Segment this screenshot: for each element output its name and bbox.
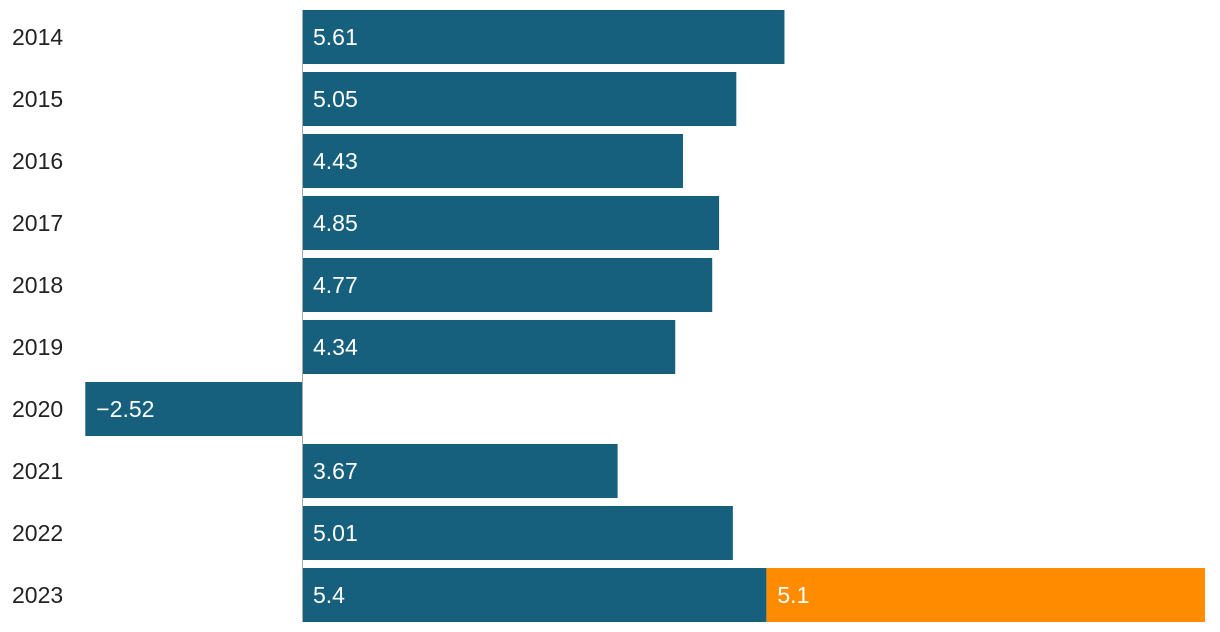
category-label-2021: 2021 [12, 458, 63, 484]
bar-2017-series-1 [302, 196, 720, 250]
bar-2020-series-1 [85, 382, 302, 436]
bar-2021-series-1 [302, 444, 618, 498]
bars-layer [85, 10, 1205, 622]
bar-2023-series-2 [766, 568, 1205, 622]
category-label-2020: 2020 [12, 396, 63, 422]
value-label-2017-series-1: 4.85 [313, 210, 358, 236]
value-label-2023-series-2: 5.1 [777, 582, 809, 608]
value-label-2014-series-1: 5.61 [313, 24, 358, 50]
category-label-2016: 2016 [12, 148, 63, 174]
category-label-2018: 2018 [12, 272, 63, 298]
bar-2018-series-1 [302, 258, 713, 312]
category-label-2022: 2022 [12, 520, 63, 546]
value-label-2022-series-1: 5.01 [313, 520, 358, 546]
bar-2023-series-1 [302, 568, 767, 622]
labels-layer: 2014 5.61 2015 5.05 2016 4.43 2017 4.85 2018 4.77… [12, 24, 809, 608]
value-label-2018-series-1: 4.77 [313, 272, 358, 298]
value-label-2020-series-1: −2.52 [96, 396, 154, 422]
category-label-2023: 2023 [12, 582, 63, 608]
category-label-2017: 2017 [12, 210, 63, 236]
category-label-2015: 2015 [12, 86, 63, 112]
category-label-2014: 2014 [12, 24, 63, 50]
value-label-2023-series-1: 5.4 [313, 582, 345, 608]
value-label-2019-series-1: 4.34 [313, 334, 358, 360]
bar-2019-series-1 [302, 320, 676, 374]
bar-2014-series-1 [302, 10, 785, 64]
bar-2016-series-1 [302, 134, 683, 188]
category-label-2019: 2019 [12, 334, 63, 360]
bar-2015-series-1 [302, 72, 737, 126]
value-label-2016-series-1: 4.43 [313, 148, 358, 174]
value-label-2015-series-1: 5.05 [313, 86, 358, 112]
value-label-2021-series-1: 3.67 [313, 458, 358, 484]
bar-2022-series-1 [302, 506, 733, 560]
